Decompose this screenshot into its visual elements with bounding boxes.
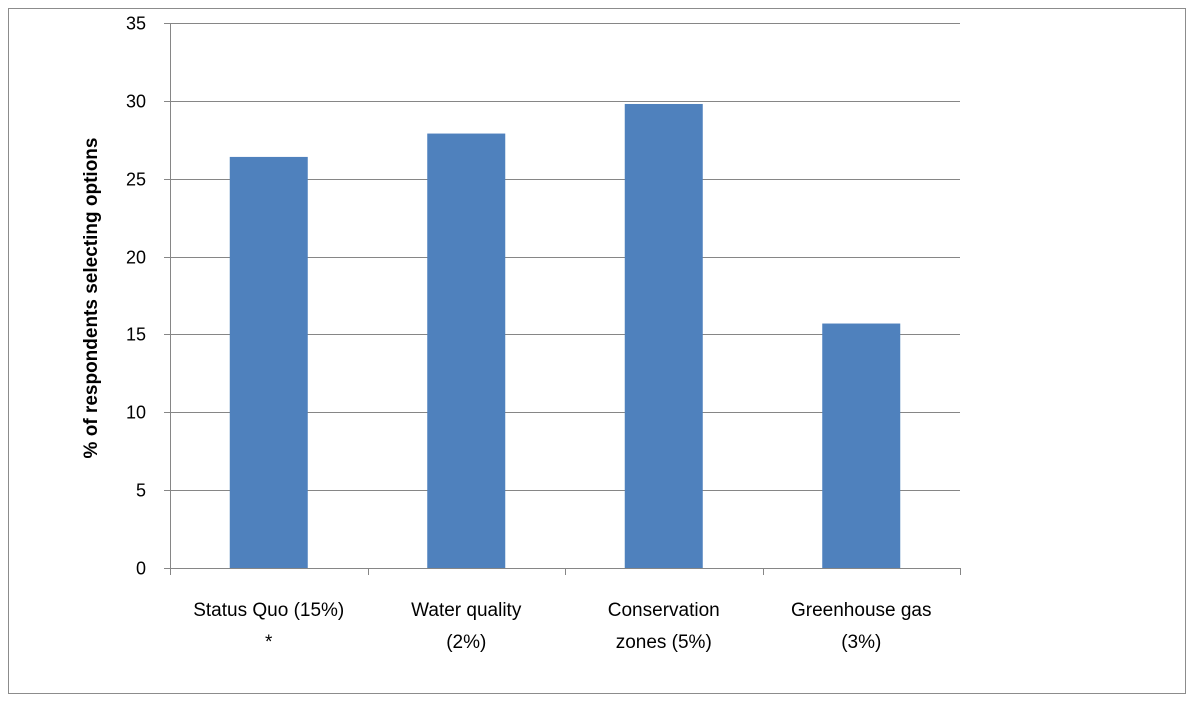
x-category-labels: Status Quo (15%) * Water quality (2%) Conser… (193, 600, 931, 653)
bars (229, 103, 901, 569)
x-category-label: Status Quo (15%) (193, 600, 344, 621)
y-tick-label: 35 (126, 14, 146, 34)
chart-frame (8, 8, 1186, 694)
x-category-label: Conservation (608, 600, 720, 621)
axes (164, 23, 961, 575)
y-tick-labels: 0 5 10 15 20 25 30 35 (126, 14, 146, 579)
bar (624, 103, 703, 568)
x-category-label: (3%) (841, 632, 881, 653)
x-category-label: * (265, 632, 273, 653)
bar (427, 133, 506, 569)
y-tick-label: 20 (126, 248, 146, 268)
y-axis-title: % of respondents selecting options (81, 138, 102, 459)
x-category-label: zones (5%) (616, 632, 712, 653)
y-tick-label: 0 (136, 559, 146, 579)
y-tick-label: 10 (126, 403, 146, 423)
y-tick-label: 15 (126, 325, 146, 345)
y-tick-label: 30 (126, 92, 146, 112)
x-category-label: Water quality (411, 600, 522, 621)
y-tick-label: 5 (136, 481, 146, 501)
y-tick-label: 25 (126, 170, 146, 190)
bar (229, 156, 308, 568)
bar (822, 323, 901, 568)
x-category-label: (2%) (446, 632, 486, 653)
x-category-label: Greenhouse gas (791, 600, 932, 621)
